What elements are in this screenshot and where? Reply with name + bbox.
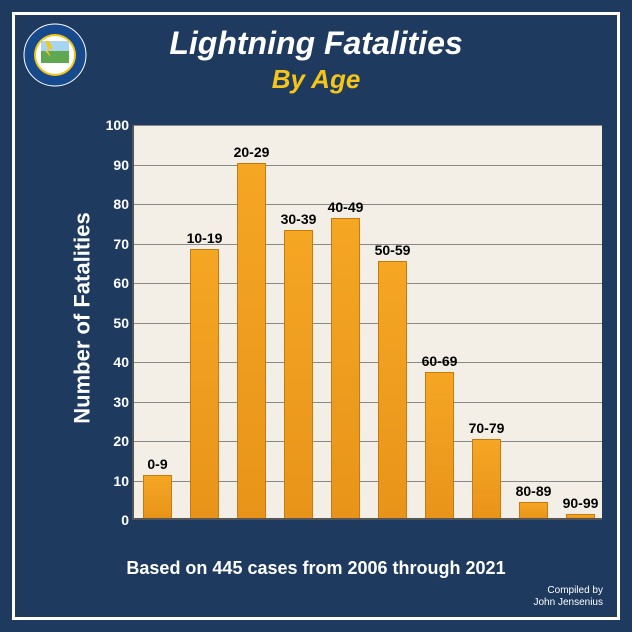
grid-line bbox=[134, 125, 602, 126]
bar-label: 30-39 bbox=[281, 211, 317, 227]
grid-line bbox=[134, 204, 602, 205]
bar bbox=[519, 502, 548, 518]
y-tick: 0 bbox=[99, 512, 129, 528]
y-axis-label: Number of Fatalities bbox=[70, 212, 96, 423]
y-tick: 100 bbox=[99, 117, 129, 133]
bar-label: 80-89 bbox=[516, 483, 552, 499]
bar-label: 60-69 bbox=[422, 353, 458, 369]
y-tick: 70 bbox=[99, 236, 129, 252]
y-tick: 80 bbox=[99, 196, 129, 212]
bar bbox=[284, 230, 313, 518]
bar bbox=[472, 439, 501, 518]
page-root: Lightning Fatalities By Age Number of Fa… bbox=[0, 0, 632, 632]
bar-label: 50-59 bbox=[375, 242, 411, 258]
chart-subtitle: By Age bbox=[15, 64, 617, 95]
compiled-line1: Compiled by bbox=[547, 585, 603, 596]
y-tick: 10 bbox=[99, 473, 129, 489]
y-tick: 20 bbox=[99, 433, 129, 449]
bar bbox=[425, 372, 454, 518]
bar bbox=[566, 514, 595, 518]
bar-label: 40-49 bbox=[328, 199, 364, 215]
council-logo-icon bbox=[23, 23, 87, 87]
chart-title: Lightning Fatalities bbox=[15, 15, 617, 62]
bar bbox=[237, 163, 266, 519]
compiled-line2: John Jensenius bbox=[534, 597, 604, 608]
plot-region: 0-9 10-19 20-29 30-39 40-49 50-59 60-69 70-79 80… bbox=[132, 125, 602, 520]
y-tick: 50 bbox=[99, 315, 129, 331]
bar bbox=[378, 261, 407, 518]
y-tick: 90 bbox=[99, 157, 129, 173]
chart-frame: Lightning Fatalities By Age Number of Fa… bbox=[12, 12, 620, 620]
bar-label: 70-79 bbox=[469, 420, 505, 436]
bar bbox=[331, 218, 360, 518]
bar bbox=[143, 475, 172, 518]
y-tick: 40 bbox=[99, 354, 129, 370]
bar-label: 10-19 bbox=[187, 230, 223, 246]
bar bbox=[190, 249, 219, 518]
grid-line bbox=[134, 165, 602, 166]
bar-label: 90-99 bbox=[563, 495, 599, 511]
chart-area: Number of Fatalities 0-910-1920-2930-394… bbox=[87, 115, 605, 545]
y-tick: 60 bbox=[99, 275, 129, 291]
compiled-by: Compiled by John Jensenius bbox=[534, 585, 604, 609]
bar-label: 0-9 bbox=[147, 456, 167, 472]
y-tick: 30 bbox=[99, 394, 129, 410]
chart-footer: Based on 445 cases from 2006 through 202… bbox=[15, 558, 617, 579]
bar-label: 20-29 bbox=[234, 144, 270, 160]
